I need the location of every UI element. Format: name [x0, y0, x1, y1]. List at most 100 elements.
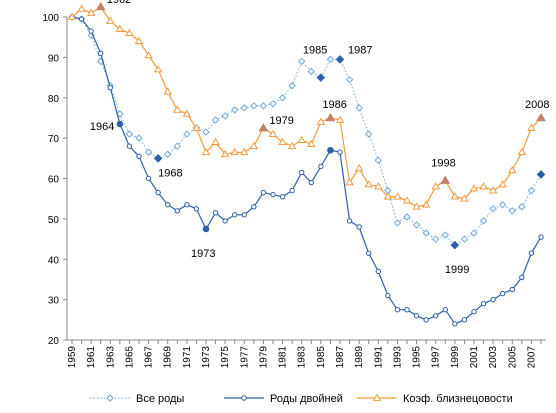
- x-tick-label: 1991: [373, 346, 384, 369]
- data-point: [479, 182, 488, 190]
- data-point: [270, 191, 276, 198]
- data-point: [240, 147, 249, 156]
- axes: 20 30 40 50 60 70 80 90 100 1959 1961 1963 1965 1967 1…: [42, 13, 546, 368]
- data-point: [452, 321, 458, 327]
- data-point: [471, 309, 477, 315]
- data-point: [374, 156, 382, 165]
- data-point: [259, 102, 268, 110]
- y-tick-label: 70: [48, 134, 60, 145]
- data-point: [345, 178, 354, 186]
- point-annotation: 1987: [348, 44, 372, 56]
- highlighted-point: [116, 120, 124, 128]
- data-point: [298, 57, 306, 66]
- data-point: [470, 229, 478, 237]
- data-point: [316, 117, 326, 125]
- legend-item: Коэф. близнецовости: [357, 393, 513, 405]
- data-point: [106, 16, 115, 24]
- data-point: [508, 207, 516, 215]
- data-point: [193, 206, 200, 212]
- data-point: [268, 129, 278, 137]
- data-point: [393, 192, 402, 200]
- data-point: [480, 300, 487, 307]
- x-tick-label: 2001: [469, 346, 480, 369]
- x-tick-label: 1979: [258, 346, 269, 369]
- data-point: [278, 94, 287, 102]
- x-tick-label: 1993: [392, 346, 403, 369]
- point-annotation: 1998: [431, 158, 455, 170]
- y-tick-label: 50: [48, 215, 60, 226]
- data-point: [374, 182, 383, 190]
- data-point: [136, 153, 142, 159]
- x-tick-label: 1989: [354, 346, 365, 369]
- point-annotation: 1986: [322, 99, 346, 111]
- y-tick-label: 40: [48, 255, 60, 266]
- data-point: [490, 296, 496, 303]
- data-point: [432, 235, 440, 243]
- data-point: [211, 116, 220, 124]
- data-point: [250, 102, 258, 110]
- highlighted-point: [536, 170, 546, 179]
- y-tick-label: 20: [48, 336, 60, 347]
- data-point: [232, 212, 238, 218]
- data-point: [164, 150, 172, 158]
- highlighted-point: [316, 73, 326, 82]
- legend-label: Все роды: [136, 393, 184, 405]
- legend-label: Роды двойней: [270, 393, 343, 405]
- legend-item: Роды двойней: [224, 393, 343, 405]
- y-tick-label: 60: [48, 175, 60, 186]
- data-point: [183, 130, 191, 138]
- data-point: [86, 8, 96, 16]
- highlighted-point: [335, 55, 345, 64]
- point-annotation: 1962: [107, 0, 131, 6]
- data-point: [212, 210, 219, 216]
- x-tick-label: 1995: [412, 346, 423, 369]
- data-point: [125, 28, 134, 37]
- point-annotation: 1985: [303, 45, 327, 57]
- annotations: 1962 1964 1968 1973 1979 1985 1986 1987 1998 1999…: [90, 0, 550, 276]
- x-tick-label: 2005: [507, 346, 518, 369]
- data-point: [385, 292, 391, 299]
- data-point: [126, 143, 133, 149]
- data-point: [98, 50, 104, 57]
- data-point: [145, 175, 152, 182]
- data-point: [155, 189, 161, 196]
- legend-item: Все роды: [90, 393, 184, 405]
- x-tick-label: 1963: [105, 346, 116, 369]
- data-point: [354, 164, 364, 172]
- data-point: [488, 186, 498, 194]
- data-point: [221, 112, 229, 120]
- data-point: [77, 4, 86, 12]
- data-point: [460, 194, 469, 202]
- data-point: [278, 137, 287, 146]
- data-point: [201, 147, 211, 156]
- data-point: [182, 109, 192, 117]
- data-point: [519, 274, 525, 281]
- data-point: [326, 55, 335, 64]
- data-point: [489, 205, 497, 213]
- data-point: [422, 229, 430, 237]
- highlighted-point: [536, 112, 546, 122]
- data-point: [241, 212, 247, 218]
- data-point: [67, 12, 77, 20]
- y-tick-label: 90: [48, 53, 60, 64]
- x-tick-label: 1977: [239, 346, 250, 369]
- data-point: [450, 192, 460, 200]
- data-point: [412, 202, 421, 210]
- x-tick-label: 1965: [124, 346, 135, 369]
- data-point: [318, 163, 324, 170]
- highlighted-point: [153, 154, 163, 163]
- data-point: [366, 250, 372, 256]
- data-point: [307, 139, 316, 148]
- data-point: [202, 128, 210, 136]
- x-tick-label: 2003: [488, 346, 499, 369]
- data-point: [355, 104, 363, 112]
- data-point: [173, 105, 182, 113]
- x-tick-label: 1985: [316, 346, 327, 369]
- data-point: [394, 307, 401, 313]
- data-point: [538, 234, 544, 240]
- data-point: [134, 36, 144, 45]
- point-annotation: 2008: [525, 99, 549, 111]
- data-point: [135, 134, 143, 142]
